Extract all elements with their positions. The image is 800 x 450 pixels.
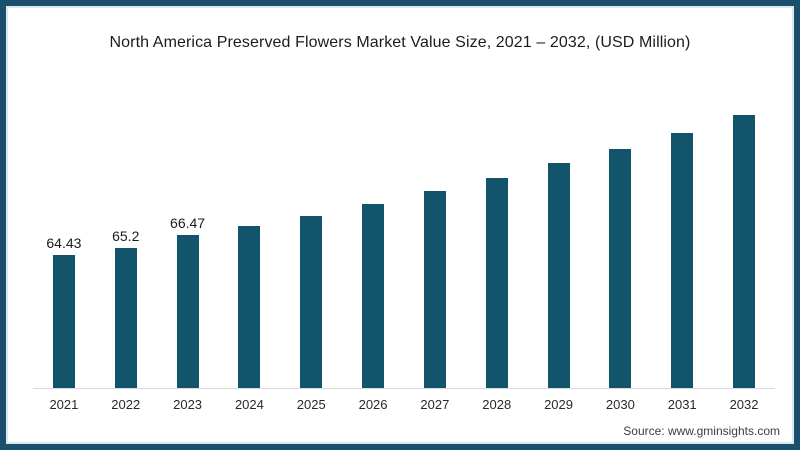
bar-column-2026 — [342, 204, 404, 389]
bar-2025 — [300, 216, 323, 389]
x-tick-2032: 2032 — [729, 397, 759, 412]
x-tick-2029: 2029 — [544, 397, 573, 412]
bar-2030 — [609, 149, 632, 389]
bar-column-2023: 66.47 — [157, 215, 219, 389]
bar-2024 — [238, 226, 261, 389]
plot-area: 64.43 65.2 66.47 — [33, 110, 775, 389]
x-tick-2021: 2021 — [49, 397, 79, 412]
bar-2026 — [362, 204, 385, 389]
bar-value-label-2022: 65.2 — [112, 228, 140, 244]
x-tick-2025: 2025 — [296, 397, 326, 412]
bar-column-2031 — [651, 133, 713, 389]
bar-2023 — [176, 235, 199, 389]
bar-2029 — [547, 163, 570, 389]
bar-column-2021: 64.43 — [33, 235, 95, 389]
bar-2032 — [733, 115, 756, 389]
bar-column-2027 — [404, 191, 466, 389]
bar-2027 — [423, 191, 446, 389]
bar-column-2028 — [466, 178, 528, 389]
bar-value-label-2023: 66.47 — [170, 215, 206, 231]
bar-2031 — [671, 133, 694, 389]
x-tick-2024: 2024 — [234, 397, 264, 412]
bar-column-2022: 65.2 — [95, 228, 157, 389]
source-credit: Source: www.gminsights.com — [623, 424, 780, 438]
bar-column-2032 — [713, 115, 775, 389]
x-tick-2027: 2027 — [420, 397, 450, 412]
x-tick-2028: 2028 — [482, 397, 512, 412]
xaxis-row: 2021 2022 2023 2024 2025 2026 2027 2028 2029 2030… — [33, 397, 775, 412]
x-tick-2023: 2023 — [173, 397, 203, 412]
x-axis-line — [33, 388, 775, 389]
bar-2021 — [52, 255, 75, 389]
x-tick-2030: 2030 — [605, 397, 635, 412]
chart-title: North America Preserved Flowers Market V… — [109, 34, 691, 51]
x-tick-2022: 2022 — [111, 397, 141, 412]
bar-column-2024 — [218, 226, 280, 389]
bar-column-2025 — [280, 216, 342, 389]
x-tick-2031: 2031 — [667, 397, 697, 412]
bar-column-2029 — [528, 163, 590, 389]
bar-value-label-2021: 64.43 — [46, 235, 82, 251]
bars-row: 64.43 65.2 66.47 — [33, 110, 775, 389]
bar-column-2030 — [589, 149, 651, 389]
x-tick-2026: 2026 — [358, 397, 388, 412]
bar-2028 — [485, 178, 508, 389]
bar-2022 — [114, 248, 137, 389]
